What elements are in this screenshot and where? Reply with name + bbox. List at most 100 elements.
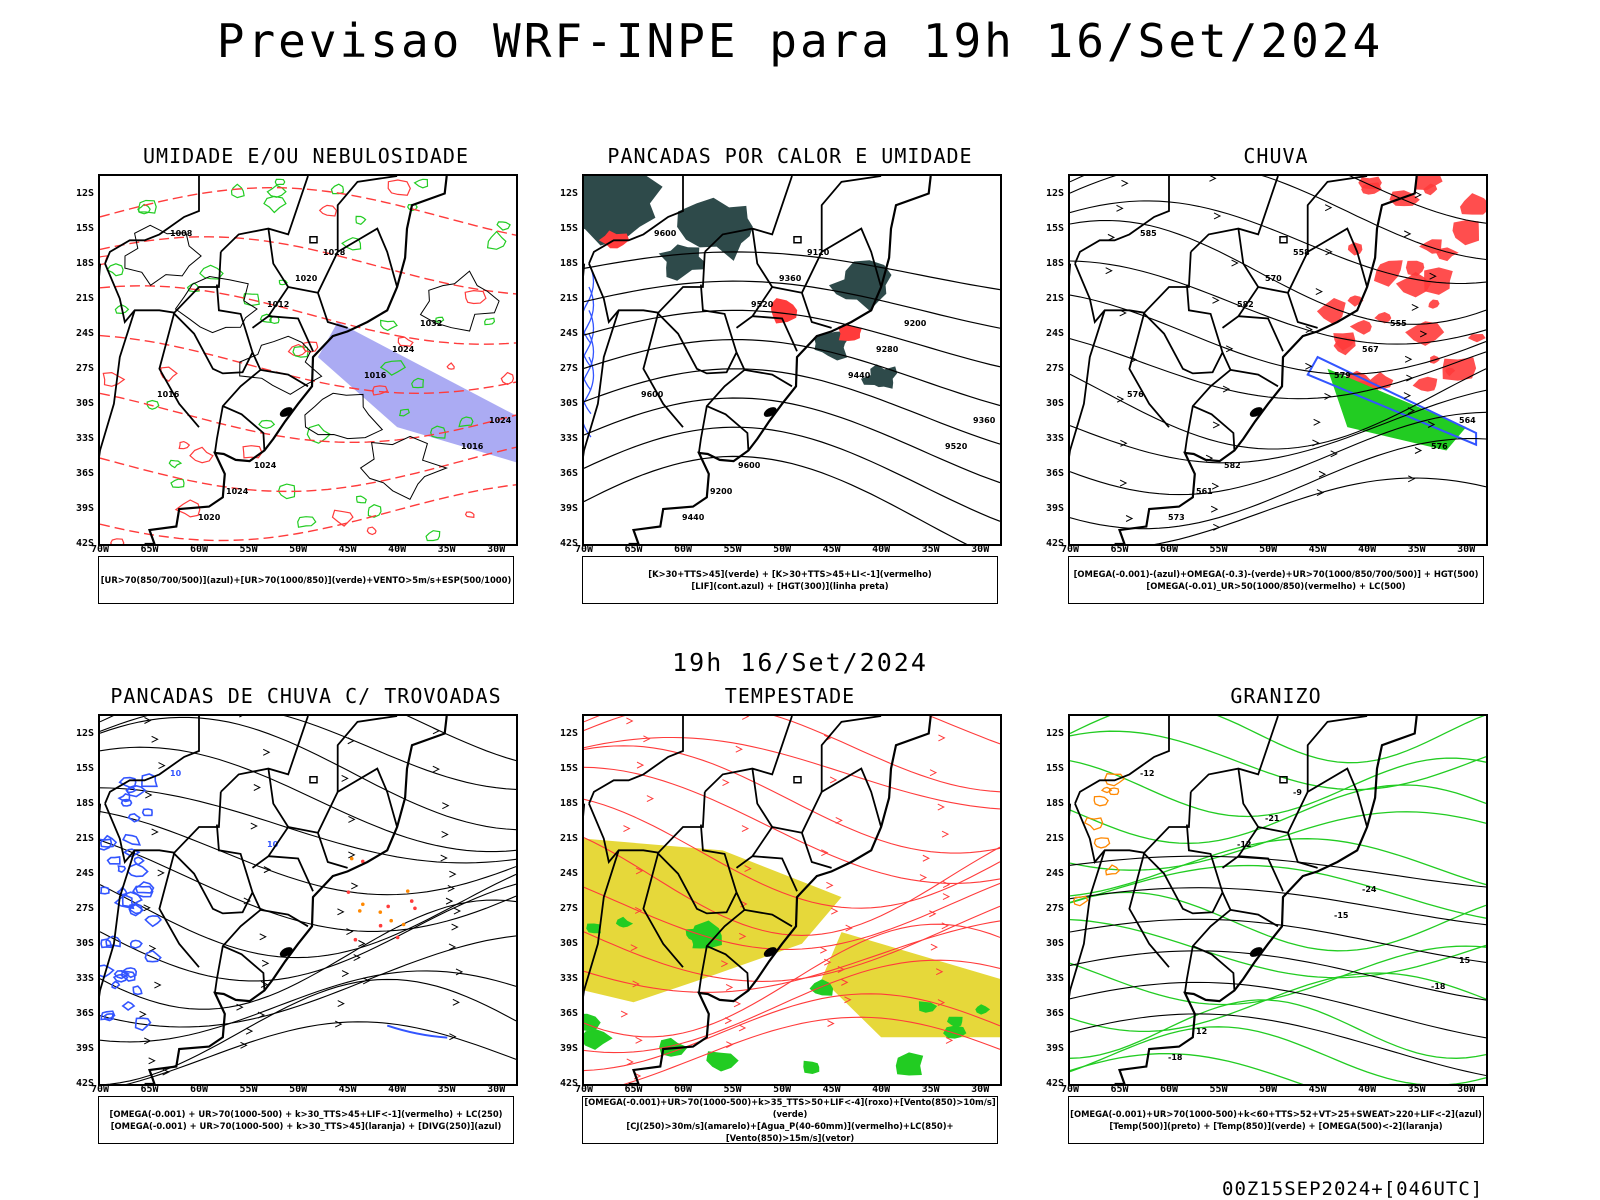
country-border	[1230, 369, 1279, 388]
green-contour	[355, 215, 367, 225]
streamline-arrow	[144, 1037, 152, 1045]
country-border	[656, 824, 738, 915]
streamline-arrow	[646, 795, 654, 803]
country-border	[214, 352, 262, 454]
omega-contour	[1104, 773, 1126, 787]
streamline-arrow	[449, 870, 457, 878]
streamline-arrow	[942, 893, 951, 901]
green-contour	[379, 319, 398, 332]
rain-area-red	[1428, 299, 1440, 309]
green-contour	[413, 178, 429, 189]
latitude-label: 42S	[559, 1078, 578, 1089]
legend-line: [OMEGA(-0.001)-(azul)+OMEGA(-0.3)-(verde…	[1073, 569, 1479, 579]
lagoon-patos	[763, 947, 777, 957]
country-border	[1074, 716, 1170, 804]
streamline-arrow	[738, 932, 747, 940]
streamline-arrow	[353, 954, 361, 961]
panel-title: PANCADAS DE CHUVA C/ TROVOADAS	[110, 684, 502, 708]
streamline-arrow	[158, 762, 166, 770]
streamline-arrow	[1403, 392, 1412, 400]
latitude-label: 36S	[559, 467, 578, 479]
streamline-arrow	[151, 735, 159, 743]
streamline	[584, 716, 1000, 793]
temp-850-contour	[1070, 1026, 1486, 1084]
contour-label: 10	[267, 840, 279, 849]
streamline-arrow	[635, 867, 644, 875]
streamline-arrow	[935, 968, 944, 976]
longitude-label: 45W	[1308, 1084, 1327, 1095]
pressure-isobar	[359, 435, 448, 500]
east-coastline	[1114, 176, 1418, 544]
streamline	[125, 1021, 516, 1084]
country-border	[222, 945, 266, 991]
heat-humidity-area	[861, 364, 898, 389]
latitude-label: 42S	[559, 538, 578, 549]
green-contour	[486, 230, 507, 250]
divergence-contour	[144, 949, 162, 963]
panel-chuva: CHUVA 585 582 579 576 573 570 567 564 561 558 555 57…	[970, 144, 1490, 644]
latitude-label: 24S	[75, 327, 94, 339]
red-contour	[387, 179, 411, 196]
streamline-arrow	[348, 851, 356, 859]
streamline-arrow	[1414, 191, 1422, 199]
streamline	[100, 746, 516, 853]
streamline	[100, 787, 516, 864]
country-border	[1190, 716, 1279, 793]
streamline-arrow	[721, 960, 729, 968]
streamline-arrow	[1125, 515, 1134, 522]
contour-label: 9360	[973, 416, 996, 425]
country-border	[820, 176, 882, 252]
temp-850-contour	[1070, 1052, 1304, 1084]
contour-label: 564	[1459, 416, 1476, 425]
green-contour	[367, 504, 382, 518]
temp-500-contour	[1070, 887, 1486, 926]
temp-850-contour	[1070, 864, 1486, 919]
streamline-arrow	[827, 1020, 835, 1027]
streamline-arrow	[1330, 450, 1338, 458]
country-border	[172, 824, 254, 915]
streamline	[100, 970, 516, 1043]
divergence-contour	[100, 938, 113, 949]
temp-850-contour	[1070, 757, 1486, 818]
contour-label: 1024	[392, 345, 415, 354]
thickness-line	[100, 484, 516, 542]
streamline-arrow	[821, 849, 829, 857]
longitude-label: 50W	[289, 1084, 308, 1095]
latitude-label: 27S	[1045, 902, 1064, 914]
omega-contour	[1093, 837, 1111, 849]
temp-850-contour	[1070, 716, 1485, 764]
latitude-label: 36S	[559, 1007, 578, 1019]
country-border	[260, 369, 309, 388]
contour-label: 9200	[710, 487, 733, 496]
strong-wind-area	[586, 923, 601, 934]
streamline-arrow	[1312, 439, 1320, 447]
legend-line: [Temp(500)](preto) + [Temp(850)](verde) …	[1109, 1121, 1443, 1131]
contour-label: -15	[1334, 911, 1349, 920]
legend-box: [UR>70(850/700/500)](azul)+[UR>70(1000/8…	[98, 556, 514, 604]
rain-area-red	[1452, 220, 1479, 246]
streamline-arrow	[151, 828, 159, 836]
longitude-label: 60W	[674, 544, 693, 555]
streamline-arrow	[826, 881, 834, 889]
latitude-label: 18S	[559, 797, 578, 809]
latitude-label: 15S	[559, 762, 578, 774]
longitude-label: 70W	[574, 1084, 594, 1095]
country-border	[336, 176, 398, 252]
divergence-contour	[111, 980, 121, 990]
temp-500-contour	[1070, 1013, 1486, 1077]
streamline-arrow	[148, 944, 157, 952]
map-boundaries	[584, 716, 932, 1084]
longitude-label: 40W	[872, 1084, 891, 1095]
streamline-arrow	[253, 784, 261, 791]
contour-label: 579	[1334, 371, 1351, 380]
streamline-arrow	[260, 981, 269, 988]
streamline	[584, 745, 1000, 854]
longitude-label: 70W	[574, 544, 594, 555]
contour-label: 9600	[654, 229, 677, 238]
lagoon-patos	[1249, 407, 1263, 417]
country-border	[1184, 892, 1232, 994]
streamline	[584, 923, 1000, 1038]
panel-title: GRANIZO	[1230, 684, 1322, 708]
longitude-label: 65W	[140, 1084, 159, 1095]
latitude-label: 39S	[75, 1042, 94, 1054]
